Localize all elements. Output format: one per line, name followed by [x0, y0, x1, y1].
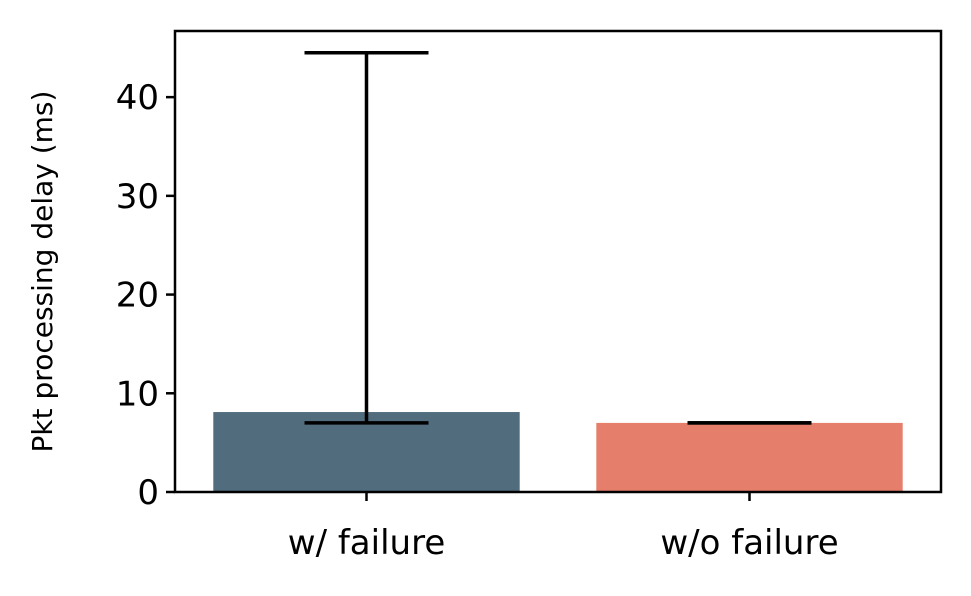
x-tick-label-0: w/ failure	[288, 523, 445, 563]
x-tick-label-1: w/o failure	[660, 523, 838, 563]
bar-0	[213, 412, 520, 492]
bar-1	[596, 422, 903, 492]
x-axis: w/ failure w/o failure	[288, 492, 839, 563]
y-tick-label-1: 10	[116, 374, 159, 414]
y-tick-label-2: 20	[116, 276, 159, 316]
y-tick-label-0: 0	[137, 473, 159, 513]
y-tick-label-4: 40	[116, 78, 159, 118]
y-axis: 0 10 20 30 40	[116, 78, 175, 513]
bars-layer	[213, 412, 903, 492]
y-tick-label-3: 30	[116, 177, 159, 217]
errorbars-layer	[304, 50, 812, 425]
plot-frame	[173, 29, 943, 494]
y-axis-label: Pkt processing delay (ms)	[26, 91, 59, 453]
